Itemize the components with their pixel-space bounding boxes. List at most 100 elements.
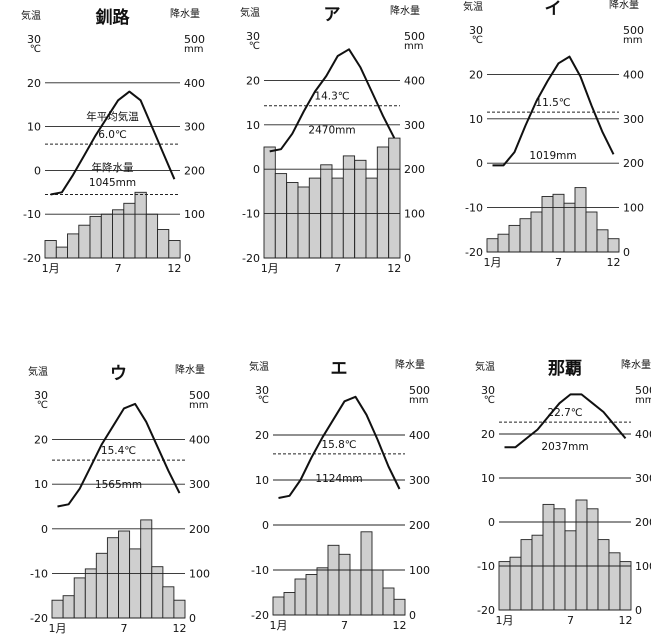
precip-bar	[586, 508, 599, 611]
precip-bar	[575, 499, 588, 611]
precip-bar	[541, 196, 554, 253]
temp-tick-label: -10	[477, 560, 495, 573]
temp-tick-label: 30	[255, 384, 269, 397]
temp-tick-label: 0	[253, 163, 260, 176]
precip-bar	[162, 586, 175, 619]
temp-tick-label: 10	[481, 472, 495, 485]
mean-temp-caption: 年平均気温	[86, 110, 139, 123]
precip-tick-label: 300	[409, 474, 430, 487]
temp-tick-label: 10	[246, 119, 260, 132]
precip-tick-label: 400	[189, 434, 210, 447]
chart-title: イ	[545, 0, 562, 19]
precip-tick-label: 100	[404, 208, 425, 221]
precip-tick-label: 500	[623, 24, 644, 37]
precip-tick-label: 200	[623, 157, 644, 170]
temp-tick-label: 0	[476, 157, 483, 170]
precip-bar	[607, 238, 620, 253]
precip-bar	[140, 519, 153, 619]
precip-bar	[585, 211, 598, 253]
precip-bar	[118, 530, 131, 619]
temp-tick-label: 0	[41, 523, 48, 536]
climograph-6: 3020100-10-205004003002001000℃mm気温降水量那覇1…	[475, 358, 651, 627]
precip-bar	[145, 213, 159, 259]
temp-tick-label: 10	[27, 121, 41, 134]
precip-bar	[508, 224, 521, 253]
precip-bar	[393, 598, 406, 616]
precip-tick-label: 0	[184, 252, 191, 265]
precip-tick-label: 0	[635, 604, 642, 617]
precip-bar	[608, 552, 621, 611]
precip-bar	[619, 561, 632, 611]
temp-tick-label: 0	[34, 164, 41, 177]
precip-tick-label: 100	[635, 560, 651, 573]
precip-axis-header: 降水量	[621, 358, 651, 371]
precip-bar	[574, 187, 587, 253]
precip-bar	[84, 568, 97, 619]
precip-axis-header: 降水量	[609, 0, 639, 11]
precip-bar	[320, 164, 333, 259]
precip-tick-label: 300	[404, 119, 425, 132]
month-tick-label: 7	[121, 622, 128, 635]
temp-tick-label: 30	[27, 33, 41, 46]
precip-tick-label: 400	[409, 429, 430, 442]
precip-axis-header: 降水量	[390, 4, 420, 17]
precip-bar	[530, 211, 543, 253]
temp-tick-label: 10	[34, 478, 48, 491]
precip-bar	[286, 182, 299, 259]
month-tick-label: 1月	[42, 262, 60, 275]
precip-bar	[382, 587, 395, 616]
temp-tick-label: -20	[465, 246, 483, 259]
precip-tick-label: 500	[635, 384, 651, 397]
precip-tick-label: 300	[189, 478, 210, 491]
precip-tick-label: 0	[404, 252, 411, 265]
precip-bar	[106, 537, 119, 619]
precip-tick-label: 300	[184, 121, 205, 134]
chart-title: エ	[331, 359, 348, 379]
temp-tick-label: 20	[481, 428, 495, 441]
temp-tick-label: 20	[246, 74, 260, 87]
temp-unit: ℃	[484, 395, 495, 406]
precip-bar	[553, 508, 566, 611]
precip-bar	[112, 209, 125, 259]
precip-bar	[498, 561, 511, 611]
temp-axis-header: 気温	[249, 360, 269, 373]
month-tick-label: 1月	[261, 262, 279, 275]
precip-bar	[486, 238, 499, 253]
precip-bar	[78, 224, 91, 259]
temp-tick-label: -10	[251, 564, 269, 577]
precip-tick-label: 500	[404, 30, 425, 43]
precip-bar	[297, 186, 310, 259]
temp-tick-label: -10	[30, 567, 48, 580]
month-tick-label: 12	[607, 256, 621, 269]
temp-tick-label: 30	[481, 384, 495, 397]
precip-axis-header: 降水量	[170, 7, 200, 20]
precip-tick-label: 0	[623, 246, 630, 259]
temp-tick-label: -10	[23, 208, 41, 221]
precip-tick-label: 300	[623, 113, 644, 126]
precip-bar	[308, 177, 322, 259]
precip-tick-label: 400	[635, 428, 651, 441]
precip-bar	[596, 229, 609, 253]
precip-bar	[123, 202, 136, 259]
mean-temp-value: 14.3℃	[314, 91, 349, 103]
annual-precip-caption: 年降水量	[92, 161, 134, 174]
mean-temp-value: 22.7℃	[547, 407, 582, 419]
precip-bar	[263, 146, 276, 259]
annual-precip-value: 1565mm	[95, 479, 142, 491]
precip-bar	[294, 578, 307, 616]
temp-tick-label: 20	[27, 77, 41, 90]
annual-precip-value: 2037mm	[541, 441, 588, 453]
precip-bar	[365, 177, 378, 259]
chart-title: 那覇	[548, 359, 582, 379]
month-tick-label: 1月	[270, 619, 288, 632]
temp-unit: ℃	[37, 400, 48, 411]
precip-tick-label: 200	[635, 516, 651, 529]
precip-bar	[134, 191, 147, 259]
precip-bar	[89, 215, 102, 259]
temp-tick-label: -20	[30, 612, 48, 625]
precip-tick-label: 400	[404, 74, 425, 87]
month-tick-label: 1月	[49, 622, 67, 635]
mean-temp-value: 11.5℃	[535, 97, 570, 109]
precip-bar	[338, 553, 351, 616]
